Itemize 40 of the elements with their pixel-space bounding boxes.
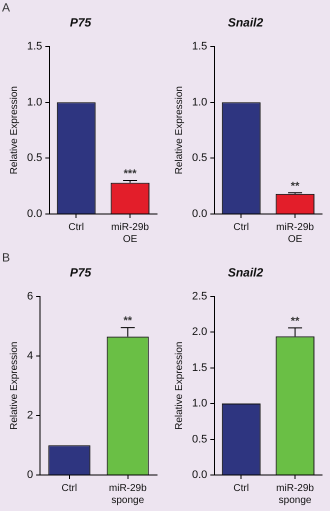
text: B bbox=[2, 250, 10, 264]
y-tick-label: 1.5 bbox=[26, 40, 42, 52]
x-tick-label: Ctrl bbox=[68, 222, 84, 233]
y-tick-label: 0.0 bbox=[26, 208, 42, 220]
y-tick-label: 1.0 bbox=[192, 398, 208, 410]
annotation: ** bbox=[124, 315, 133, 328]
chart-title: P75 bbox=[70, 16, 92, 30]
y-tick-label: 0.5 bbox=[192, 152, 208, 164]
x-tick-label: miR-29b sponge bbox=[108, 482, 148, 506]
y-axis-title: Relative Expression bbox=[8, 342, 20, 430]
y-axis-title: Relative Expression bbox=[8, 86, 20, 174]
y-tick-label: 2 bbox=[26, 410, 34, 422]
y-tick-label: 0.5 bbox=[192, 433, 208, 446]
y-tick-label: 0.0 bbox=[192, 469, 208, 482]
chart-title: P75 bbox=[70, 266, 92, 280]
y-tick-label: 0.0 bbox=[192, 208, 208, 220]
y-tick-label: 0 bbox=[26, 469, 34, 482]
y-tick-label: 2.0 bbox=[192, 326, 208, 338]
y-tick-label: 1.0 bbox=[26, 96, 42, 108]
y-tick-label: 2.5 bbox=[192, 290, 208, 302]
x-tick-label: Ctrl bbox=[62, 482, 78, 494]
annotation: ** bbox=[290, 315, 300, 328]
x-tick-label: Ctrl bbox=[233, 222, 249, 233]
annotation: *** bbox=[124, 168, 138, 180]
y-tick-label: 1.0 bbox=[192, 96, 208, 108]
y-tick-label: 1.5 bbox=[192, 40, 208, 52]
text: A bbox=[2, 0, 10, 14]
x-tick-label: miR-29b sponge bbox=[276, 482, 314, 506]
y-tick-label: 4 bbox=[26, 350, 34, 362]
y-tick-label: 1.5 bbox=[192, 362, 208, 374]
annotation: ** bbox=[290, 180, 300, 192]
x-tick-label: miR-29b OE bbox=[111, 222, 150, 245]
y-tick-label: 0.5 bbox=[26, 152, 42, 164]
chart-title: Snail2 bbox=[228, 16, 264, 30]
y-tick-label: 6 bbox=[26, 290, 34, 302]
y-axis-title: Relative Expression bbox=[174, 342, 185, 430]
x-tick-label: miR-29b OE bbox=[276, 222, 314, 245]
x-tick-label: Ctrl bbox=[233, 482, 249, 494]
y-axis-title: Relative Expression bbox=[174, 86, 185, 174]
chart-title: Snail2 bbox=[228, 266, 264, 280]
